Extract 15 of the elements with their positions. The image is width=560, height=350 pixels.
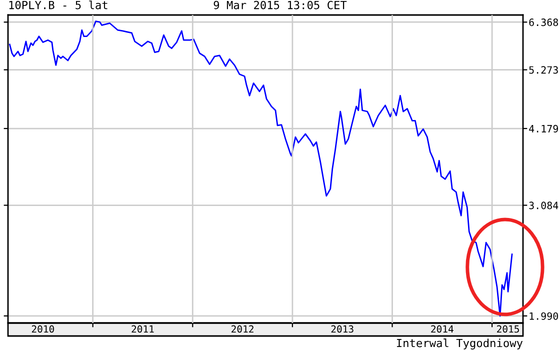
x-tick-label: 2011 bbox=[132, 325, 154, 333]
line-series bbox=[9, 20, 513, 317]
y-tick-label: 4.179 bbox=[529, 124, 558, 132]
text: Interwal Tygodniowy bbox=[396, 338, 523, 350]
y-tick-label: 1.990 bbox=[530, 312, 558, 320]
x-tick-label: 2013 bbox=[331, 325, 354, 333]
y-tick-label: 5.273 bbox=[529, 66, 558, 74]
x-tick-label: 2014 bbox=[431, 325, 454, 333]
x-tick-label: 2015 bbox=[497, 325, 519, 333]
x-tick-label: 2012 bbox=[232, 325, 254, 333]
chart-subtitle: 9 Mar 2015 13:05 CET bbox=[214, 0, 347, 10]
y-tick-label: 3.084 bbox=[529, 202, 558, 210]
x-tick-label: 2010 bbox=[32, 325, 54, 333]
y-tick-label: 6.368 bbox=[529, 18, 558, 26]
chart-title: 10PLY.B - 5 lat bbox=[9, 0, 108, 10]
